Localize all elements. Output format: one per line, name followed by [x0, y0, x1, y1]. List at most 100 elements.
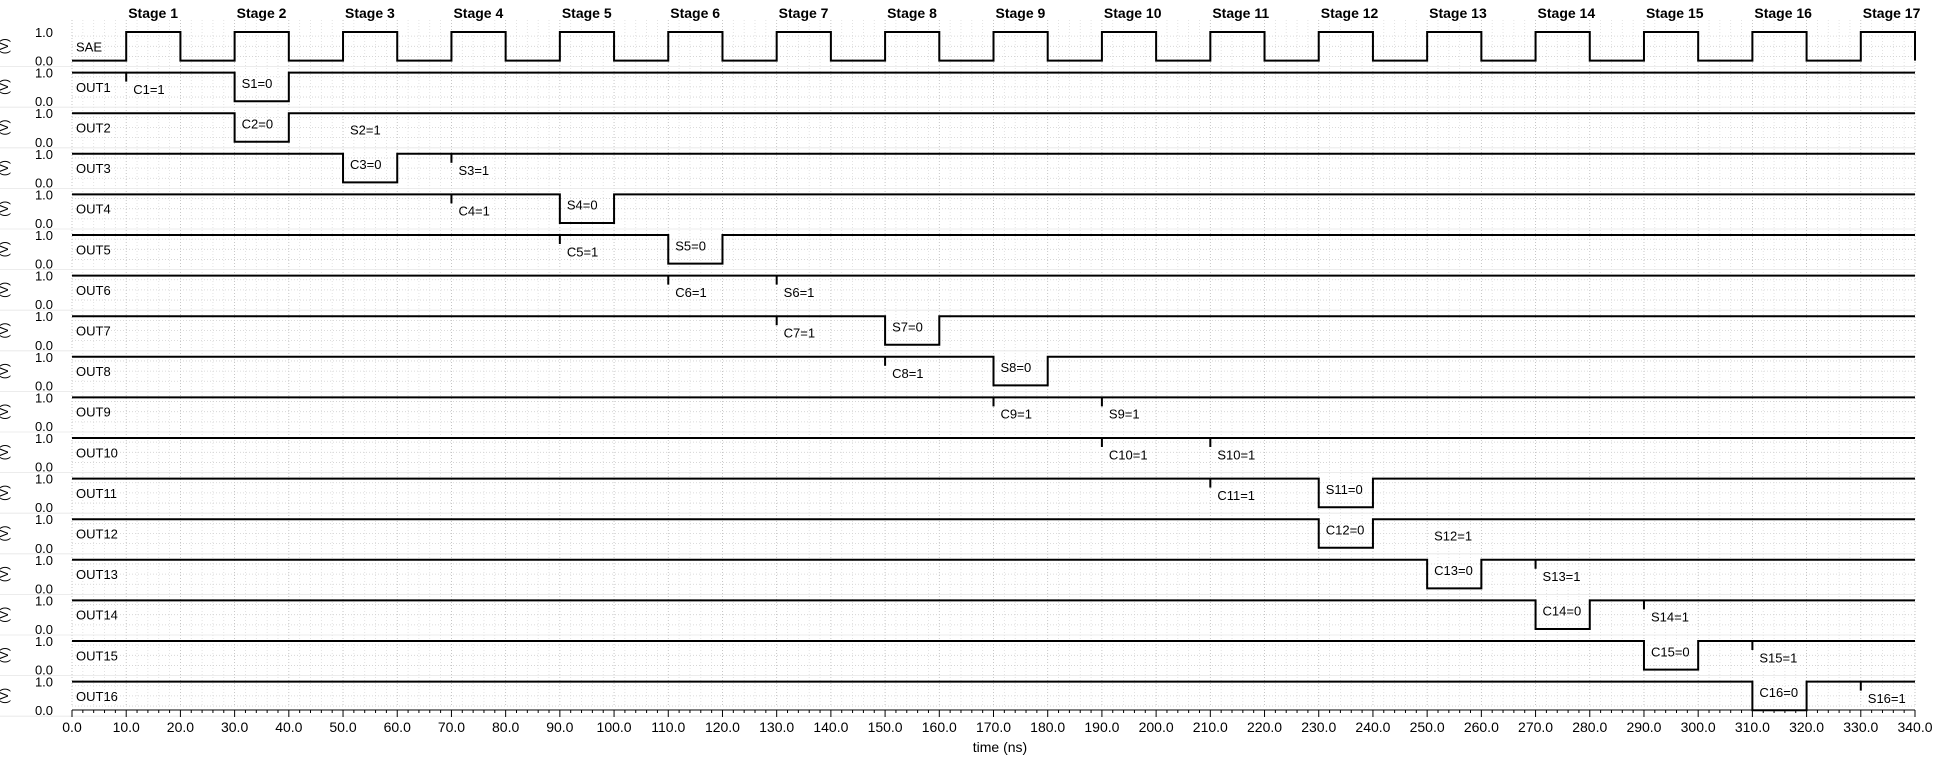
y-tick-high: 1.0	[35, 228, 53, 243]
signal-name: OUT2	[76, 121, 111, 136]
stage-label: Stage 2	[237, 5, 287, 21]
y-unit-label: (V)	[0, 607, 11, 623]
x-tick-label: 40.0	[275, 719, 302, 735]
waveform-line	[72, 477, 1915, 509]
x-tick-label: 10.0	[113, 719, 140, 735]
event-annotation: C15=0	[1651, 644, 1690, 659]
signal-row-out3: 1.0 0.0 (V) OUT3 C3=0 S3=1	[0, 147, 1915, 190]
y-tick-high: 1.0	[35, 593, 53, 608]
y-unit-label: (V)	[0, 79, 11, 95]
x-tick-label: 300.0	[1681, 719, 1716, 735]
x-tick-label: 20.0	[167, 719, 194, 735]
event-annotation: S14=1	[1651, 610, 1689, 625]
event-annotation: S16=1	[1868, 691, 1906, 706]
signal-row-out7: 1.0 0.0 (V) OUT7 C7=1 S7=0	[0, 309, 1915, 353]
y-unit-label: (V)	[0, 444, 11, 460]
signal-row-out11: 1.0 0.0 (V) OUT11 C11=1 S11=0	[0, 472, 1915, 515]
x-tick-label: 320.0	[1789, 719, 1824, 735]
waveform-line	[72, 112, 1915, 143]
event-annotation: S7=0	[892, 320, 923, 335]
y-tick-high: 1.0	[35, 309, 53, 324]
event-annotation: S3=1	[458, 163, 489, 178]
event-annotation: C1=1	[133, 82, 164, 97]
x-tick-label: 80.0	[492, 719, 519, 735]
y-tick-low: 0.0	[35, 703, 53, 718]
y-tick-low: 0.0	[35, 378, 53, 393]
stage-label: Stage 11	[1212, 5, 1269, 21]
event-annotation: C3=0	[350, 157, 381, 172]
event-annotation: C10=1	[1109, 447, 1148, 462]
signal-row-out14: 1.0 0.0 (V) OUT14 C14=0 S14=1	[0, 593, 1915, 637]
y-tick-high: 1.0	[35, 472, 53, 487]
signal-row-out1: 1.0 0.0 (V) OUT1 C1=1 S1=0	[0, 66, 1915, 109]
signal-row-out4: 1.0 0.0 (V) OUT4 C4=1 S4=0	[0, 187, 1915, 231]
stage-label: Stage 7	[779, 5, 829, 21]
y-unit-label: (V)	[0, 160, 11, 176]
y-tick-high: 1.0	[35, 431, 53, 446]
x-tick-label: 210.0	[1193, 719, 1228, 735]
stage-label: Stage 9	[996, 5, 1046, 21]
event-annotation: S13=1	[1543, 569, 1581, 584]
event-annotation: C11=1	[1217, 488, 1255, 503]
event-annotation: S11=0	[1326, 482, 1363, 497]
x-tick-label: 230.0	[1301, 719, 1336, 735]
event-annotation: C13=0	[1434, 563, 1473, 578]
stage-label: Stage 17	[1863, 5, 1921, 21]
x-tick-label: 120.0	[705, 719, 740, 735]
y-unit-label: (V)	[0, 201, 11, 217]
event-annotation: C7=1	[784, 326, 815, 341]
y-tick-high: 1.0	[35, 350, 53, 365]
event-annotation: C14=0	[1543, 604, 1582, 619]
y-tick-low: 0.0	[35, 460, 53, 475]
x-tick-label: 330.0	[1843, 719, 1878, 735]
x-tick-label: 100.0	[597, 719, 632, 735]
event-annotation: S5=0	[675, 238, 706, 253]
signal-name: OUT4	[76, 202, 111, 217]
y-tick-high: 1.0	[35, 553, 53, 568]
stage-label: Stage 3	[345, 5, 395, 21]
y-tick-low: 0.0	[35, 257, 53, 272]
y-unit-label: (V)	[0, 566, 11, 582]
y-unit-label: (V)	[0, 485, 11, 501]
signal-row-out15: 1.0 0.0 (V) OUT15 C15=0 S15=1	[0, 634, 1915, 678]
signal-name: OUT13	[76, 567, 118, 582]
y-tick-low: 0.0	[35, 135, 53, 150]
y-tick-high: 1.0	[35, 390, 53, 405]
stage-label: Stage 1	[128, 5, 178, 21]
x-tick-label: 170.0	[976, 719, 1011, 735]
signal-row-out16: 1.0 0.0 (V) OUT16 C16=0 S16=1	[0, 675, 1915, 718]
y-tick-high: 1.0	[35, 634, 53, 649]
signal-name: OUT3	[76, 161, 111, 176]
y-unit-label: (V)	[0, 282, 11, 298]
event-annotation: S8=0	[1001, 360, 1032, 375]
signal-name: OUT14	[76, 608, 118, 623]
signal-name: OUT12	[76, 527, 118, 542]
x-tick-label: 270.0	[1518, 719, 1553, 735]
y-tick-low: 0.0	[35, 663, 53, 678]
stage-label: Stage 14	[1538, 5, 1596, 21]
event-annotation: S1=0	[242, 76, 273, 91]
stage-label: Stage 16	[1754, 5, 1812, 21]
y-tick-low: 0.0	[35, 54, 53, 69]
x-tick-label: 200.0	[1139, 719, 1174, 735]
waveform-line	[72, 355, 1915, 387]
y-tick-low: 0.0	[35, 216, 53, 231]
y-tick-low: 0.0	[35, 175, 53, 190]
x-tick-label: 150.0	[868, 719, 903, 735]
y-tick-high: 1.0	[35, 147, 53, 162]
x-tick-label: 160.0	[922, 719, 957, 735]
x-tick-label: 0.0	[62, 719, 82, 735]
signal-name: OUT7	[76, 324, 111, 339]
stage-label: Stage 15	[1646, 5, 1704, 21]
signal-row-out13: 1.0 0.0 (V) OUT13 C13=0 S13=1	[0, 553, 1915, 596]
y-unit-label: (V)	[0, 38, 11, 54]
signal-row-out2: 1.0 0.0 (V) OUT2 C2=0 S2=1	[0, 106, 1915, 150]
x-tick-label: 190.0	[1084, 719, 1119, 735]
event-annotation: S6=1	[784, 285, 815, 300]
y-tick-high: 1.0	[35, 25, 53, 40]
signal-name: OUT6	[76, 283, 111, 298]
y-tick-high: 1.0	[35, 512, 53, 527]
signal-row-out10: 1.0 0.0 (V) OUT10 C10=1 S10=1	[0, 431, 1915, 475]
event-annotation: C6=1	[675, 285, 706, 300]
